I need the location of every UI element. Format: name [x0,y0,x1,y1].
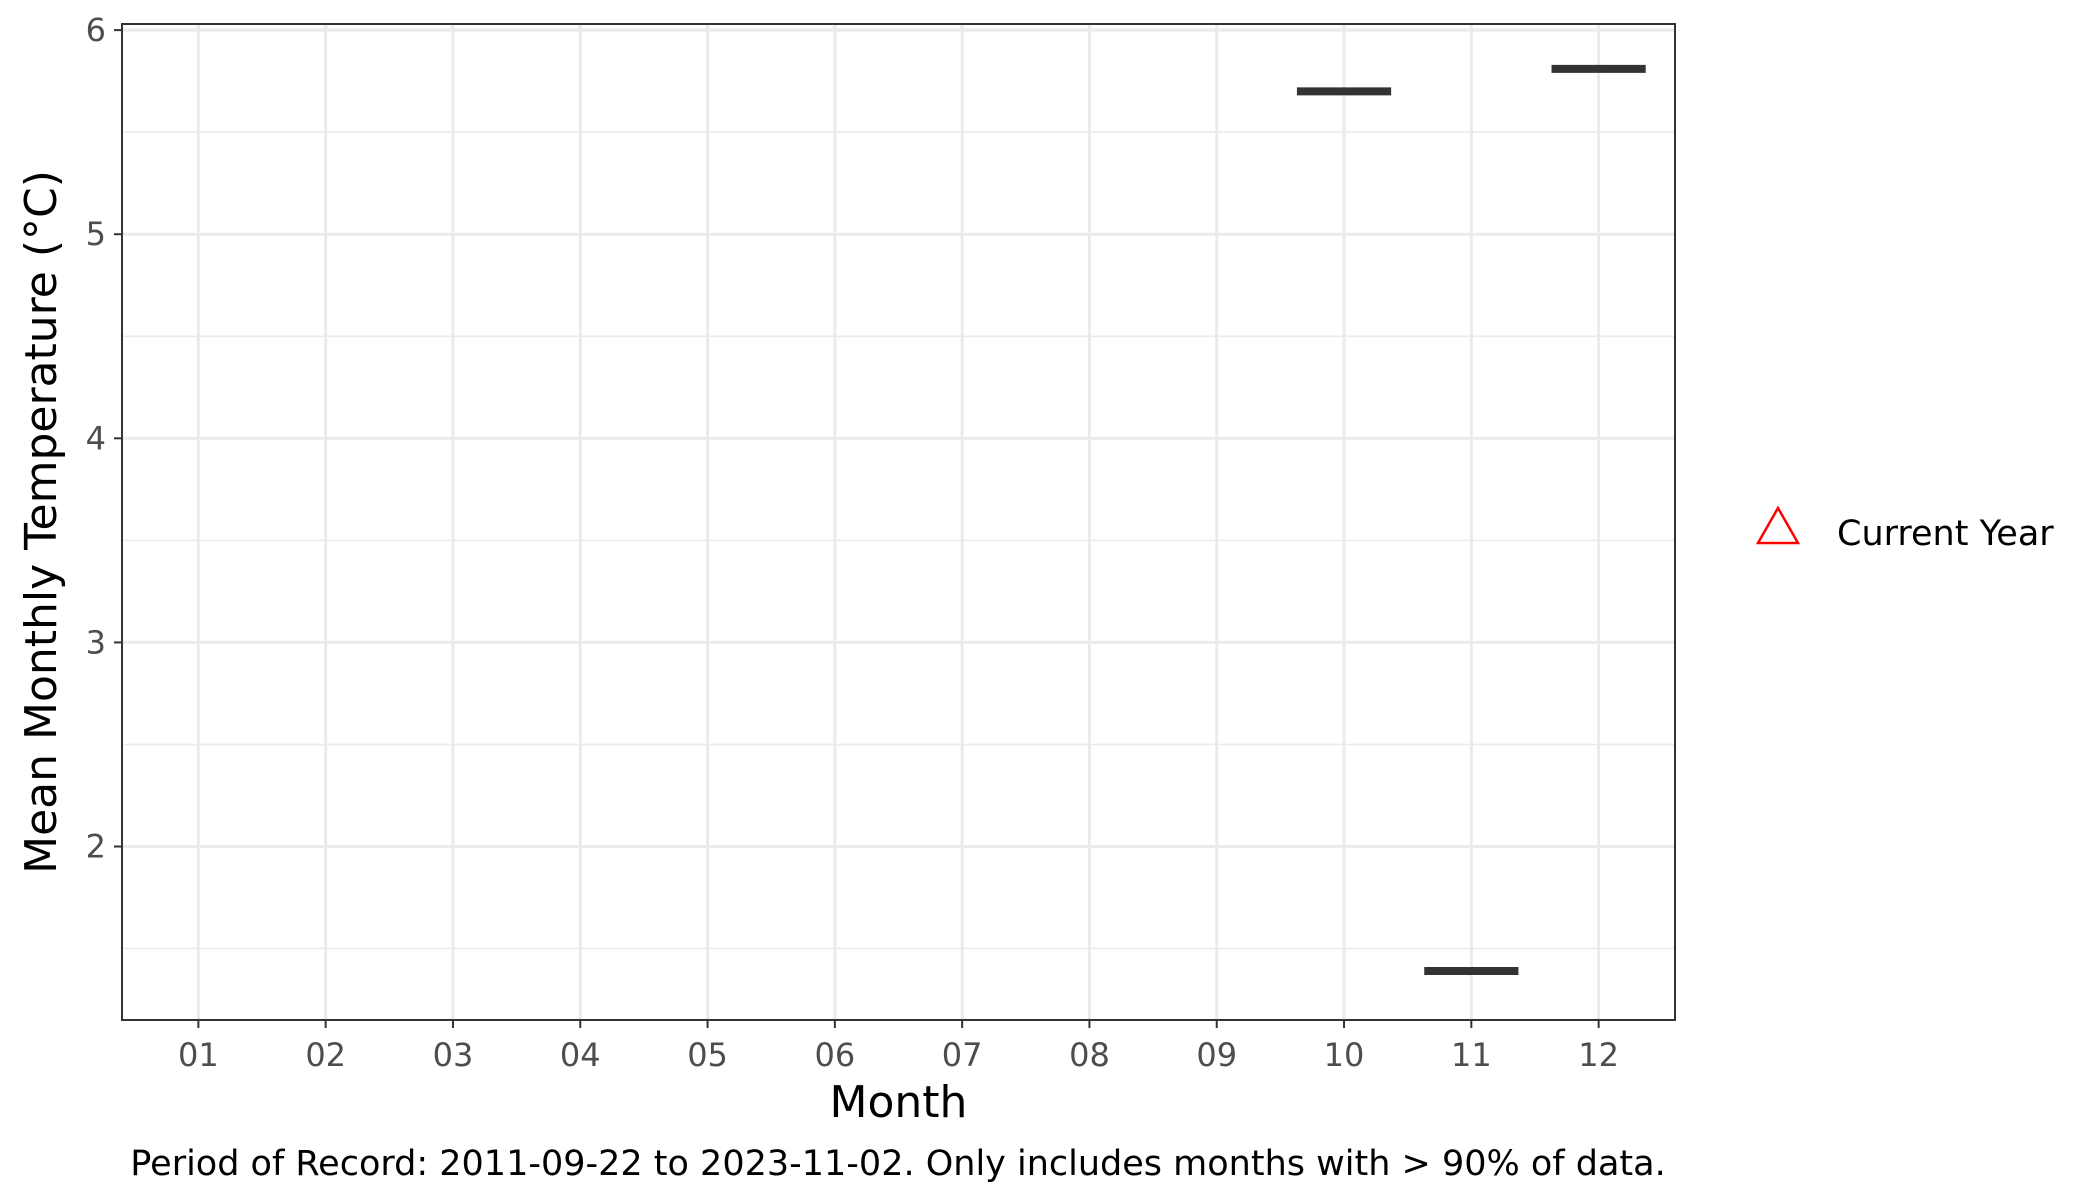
y-tick-label: 3 [86,623,106,661]
x-tick-label: 09 [1196,1036,1237,1074]
marks-layer [1296,64,1646,976]
y-tick-label: 5 [86,215,106,253]
y-tick-label: 6 [86,11,106,49]
period-of-record-caption: Period of Record: 2011-09-22 to 2023-11-… [130,1144,1665,1184]
x-tick-label: 02 [305,1036,346,1074]
x-tick-label: 04 [560,1036,601,1074]
axis-layer: 2 3 4 5 6 01 02 03 04 05 06 07 08 09 10 11 12 [86,11,1619,1074]
y-axis-title: Mean Monthly Temperature (°C) [16,170,67,874]
x-tick-label: 06 [814,1036,855,1074]
plot-panel-border [121,23,1676,1021]
x-tick-label: 03 [433,1036,474,1074]
x-tick-label: 12 [1578,1036,1619,1074]
x-tick-label: 01 [178,1036,219,1074]
x-tick-label: 07 [942,1036,983,1074]
y-tick-label: 4 [86,419,106,457]
y-tick-label: 2 [86,828,106,866]
x-tick-label: 05 [687,1036,728,1074]
legend: Current Year [1755,505,2054,554]
x-tick-label: 08 [1069,1036,1110,1074]
x-tick-label: 10 [1324,1036,1365,1074]
x-tick-label: 11 [1451,1036,1492,1074]
legend-current-year-triangle-icon [1755,505,1801,545]
grid-layer [122,24,1675,1020]
legend-label-current-year: Current Year [1837,514,2054,554]
x-axis-title: Month [830,1077,968,1128]
